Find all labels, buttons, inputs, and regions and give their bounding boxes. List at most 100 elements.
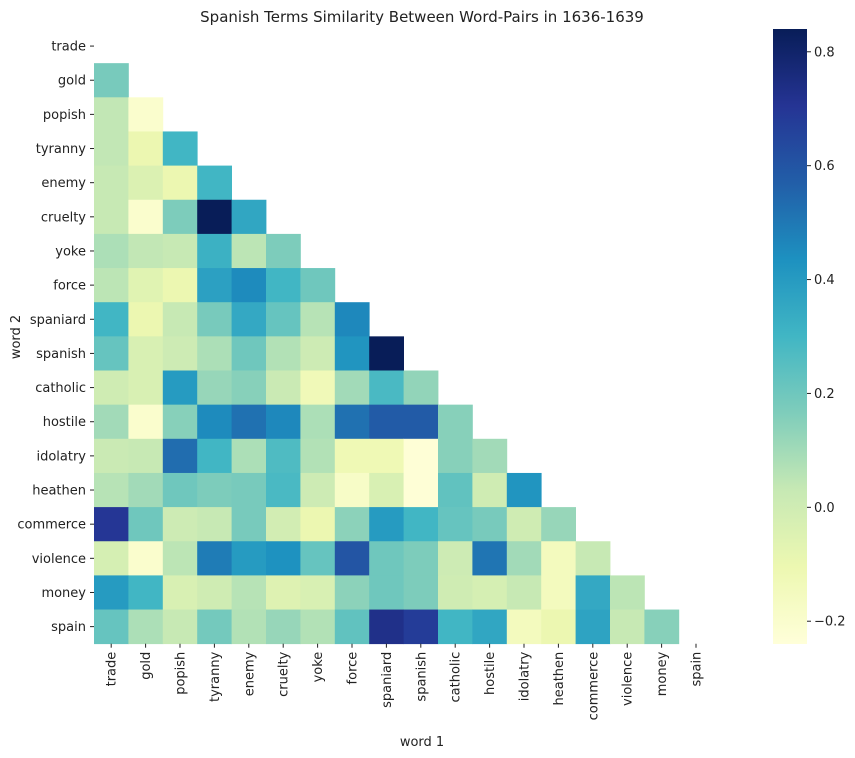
- heatmap-cell: [231, 268, 267, 303]
- heatmap-cell: [403, 370, 439, 406]
- heatmap-cell: [94, 438, 129, 474]
- heatmap-cells: [94, 63, 680, 645]
- heatmap-cell: [94, 472, 129, 508]
- heatmap-cell: [128, 541, 164, 576]
- heatmap-cell: [162, 336, 198, 371]
- heatmap-cell: [94, 370, 129, 406]
- heatmap-cell: [94, 97, 129, 132]
- heatmap-cell: [506, 507, 542, 542]
- y-tick-label: money: [41, 586, 86, 601]
- heatmap-cell: [162, 302, 198, 337]
- y-tick-label: force: [53, 279, 86, 294]
- heatmap-cell: [266, 302, 301, 337]
- y-tick-label: enemy: [41, 176, 86, 191]
- colorbar: [773, 29, 807, 644]
- heatmap-cell: [334, 541, 370, 576]
- heatmap-cell: [197, 472, 232, 508]
- y-tick-label: spain: [51, 620, 86, 635]
- heatmap-cell: [266, 507, 301, 542]
- heatmap-cell: [334, 336, 370, 371]
- heatmap-cell: [334, 302, 370, 337]
- heatmap-cell: [334, 609, 370, 645]
- heatmap-cell: [162, 541, 198, 576]
- heatmap-cell: [403, 609, 439, 645]
- heatmap-cell: [197, 609, 232, 645]
- colorbar-tick-label: −0.2: [814, 615, 846, 630]
- heatmap-cell: [438, 438, 473, 474]
- heatmap-cell: [575, 575, 611, 610]
- heatmap-cell: [197, 233, 232, 269]
- heatmap-cell: [334, 575, 370, 610]
- heatmap-cell: [266, 438, 301, 474]
- heatmap-cell: [197, 370, 232, 406]
- colorbar-ticks: −0.2 0.0 0.2 0.4 0.6 0.8: [807, 45, 846, 630]
- heatmap-cell: [403, 438, 439, 474]
- x-tick-label: violence: [621, 652, 636, 706]
- heatmap-cell: [369, 507, 404, 542]
- y-tick-label: trade: [51, 40, 86, 55]
- heatmap-cell: [266, 404, 301, 440]
- heatmap-cell: [644, 609, 680, 645]
- heatmap-cell: [197, 165, 232, 201]
- heatmap-cell: [197, 302, 232, 337]
- heatmap-cell: [162, 199, 198, 235]
- heatmap-cell: [300, 302, 336, 337]
- heatmap-cell: [94, 199, 129, 235]
- heatmap-cell: [128, 438, 164, 474]
- heatmap-cell: [266, 233, 301, 269]
- heatmap-cell: [541, 575, 576, 610]
- heatmap-cell: [334, 370, 370, 406]
- heatmap-cell: [369, 404, 404, 440]
- heatmap-cell: [231, 575, 267, 610]
- heatmap-cell: [610, 575, 645, 610]
- heatmap-cell: [231, 404, 267, 440]
- y-tick-label: commerce: [17, 518, 86, 533]
- x-axis-label: word 1: [400, 735, 444, 750]
- x-tick-label: spaniard: [380, 652, 395, 708]
- heatmap-cell: [369, 609, 404, 645]
- heatmap-cell: [300, 404, 336, 440]
- heatmap-cell: [162, 370, 198, 406]
- y-tick-label: yoke: [55, 244, 86, 259]
- heatmap-cell: [403, 507, 439, 542]
- x-tick-label: spain: [690, 652, 705, 687]
- heatmap-cell: [231, 438, 267, 474]
- heatmap-cell: [128, 507, 164, 542]
- y-tick-label: cruelty: [41, 210, 86, 225]
- x-tick-label: heathen: [552, 652, 567, 706]
- heatmap-cell: [197, 575, 232, 610]
- heatmap-cell: [403, 404, 439, 440]
- heatmap-cell: [197, 404, 232, 440]
- heatmap-cell: [94, 541, 129, 576]
- heatmap-cell: [94, 268, 129, 303]
- heatmap-cell: [162, 438, 198, 474]
- x-tick-label: enemy: [242, 651, 257, 696]
- heatmap-cell: [94, 609, 129, 645]
- x-tick-label: commerce: [586, 652, 601, 721]
- heatmap-cell: [300, 268, 336, 303]
- heatmap-cell: [438, 541, 473, 576]
- heatmap-cell: [128, 268, 164, 303]
- heatmap-cell: [300, 507, 336, 542]
- heatmap-cell: [162, 233, 198, 269]
- heatmap-cell: [472, 541, 508, 576]
- heatmap-cell: [94, 165, 129, 201]
- heatmap-cell: [472, 438, 508, 474]
- heatmap-cell: [128, 404, 164, 440]
- heatmap-cell: [300, 609, 336, 645]
- heatmap-cell: [128, 472, 164, 508]
- colorbar-tick-label: 0.4: [814, 273, 835, 288]
- heatmap-cell: [94, 302, 129, 337]
- colorbar-tick-label: 0.6: [814, 159, 835, 174]
- heatmap-cell: [231, 302, 267, 337]
- heatmap-cell: [266, 472, 301, 508]
- heatmap-cell: [231, 541, 267, 576]
- y-tick-label: heathen: [32, 484, 86, 499]
- y-tick-label: idolatry: [36, 449, 86, 464]
- x-tick-label: idolatry: [518, 651, 533, 701]
- heatmap-cell: [197, 507, 232, 542]
- heatmap-cell: [94, 336, 129, 371]
- heatmap-cell: [403, 575, 439, 610]
- heatmap-cell: [231, 336, 267, 371]
- heatmap-cell: [472, 575, 508, 610]
